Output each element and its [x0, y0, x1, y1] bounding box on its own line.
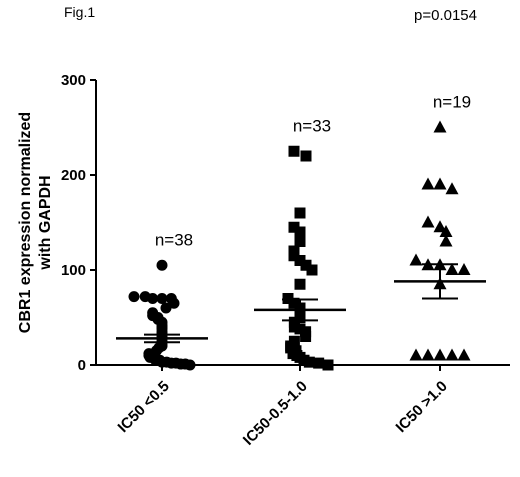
data-point-triangle — [457, 348, 471, 361]
data-point-square — [294, 226, 306, 238]
n-label: n=19 — [433, 93, 471, 112]
data-point-triangle — [409, 253, 423, 266]
data-point-square — [288, 297, 300, 309]
data-point-square — [288, 250, 300, 262]
data-point-triangle — [439, 225, 453, 237]
y-tick-label: 200 — [61, 167, 86, 184]
x-tick-label: IC50-0.5-1.0 — [240, 378, 311, 449]
data-point-circle — [160, 302, 172, 314]
n-label: n=33 — [293, 116, 331, 135]
data-point-square — [306, 264, 318, 276]
data-point-triangle — [457, 263, 471, 275]
data-point-square — [300, 331, 312, 342]
data-point-square — [294, 236, 306, 247]
data-point-triangle — [445, 182, 459, 195]
data-point-square — [294, 278, 306, 290]
y-tick-label: 300 — [61, 72, 86, 89]
data-point-triangle — [421, 215, 435, 228]
data-point-square — [300, 150, 312, 162]
x-tick-label: IC50 >1.0 — [393, 378, 451, 436]
data-point-triangle — [433, 220, 447, 233]
data-point-square — [288, 321, 300, 333]
data-point-circle — [147, 293, 159, 304]
data-point-square — [294, 207, 306, 219]
data-point-square — [288, 145, 300, 157]
y-tick-label: 100 — [61, 262, 86, 279]
data-point-triangle — [445, 348, 459, 361]
data-point-square — [294, 255, 306, 266]
data-point-square — [313, 357, 325, 369]
data-point-circle — [184, 359, 196, 371]
data-point-triangle — [433, 348, 447, 361]
data-point-triangle — [433, 120, 447, 133]
data-point-square — [294, 323, 306, 335]
data-point-triangle — [445, 263, 459, 275]
data-point-square — [322, 359, 334, 371]
data-point-circle — [128, 291, 140, 303]
data-point-triangle — [421, 348, 435, 361]
figure-label: Fig.1 — [64, 4, 96, 20]
n-label: n=38 — [155, 230, 193, 249]
data-point-circle — [168, 297, 180, 309]
y-axis-label: CBR1 expression normalized with GAPDH — [17, 112, 54, 333]
data-point-triangle — [439, 234, 453, 247]
y-tick-label: 0 — [78, 357, 86, 374]
data-point-square — [303, 356, 315, 368]
data-point-circle — [156, 293, 168, 304]
p-value: p=0.0154 — [414, 7, 477, 24]
data-point-circle — [156, 259, 168, 271]
data-point-triangle — [409, 348, 423, 361]
data-point-triangle — [421, 177, 435, 190]
data-point-square — [288, 221, 300, 233]
data-point-triangle — [433, 177, 447, 190]
data-point-square — [300, 259, 312, 271]
x-tick-label: IC50 <0.5 — [115, 378, 173, 436]
